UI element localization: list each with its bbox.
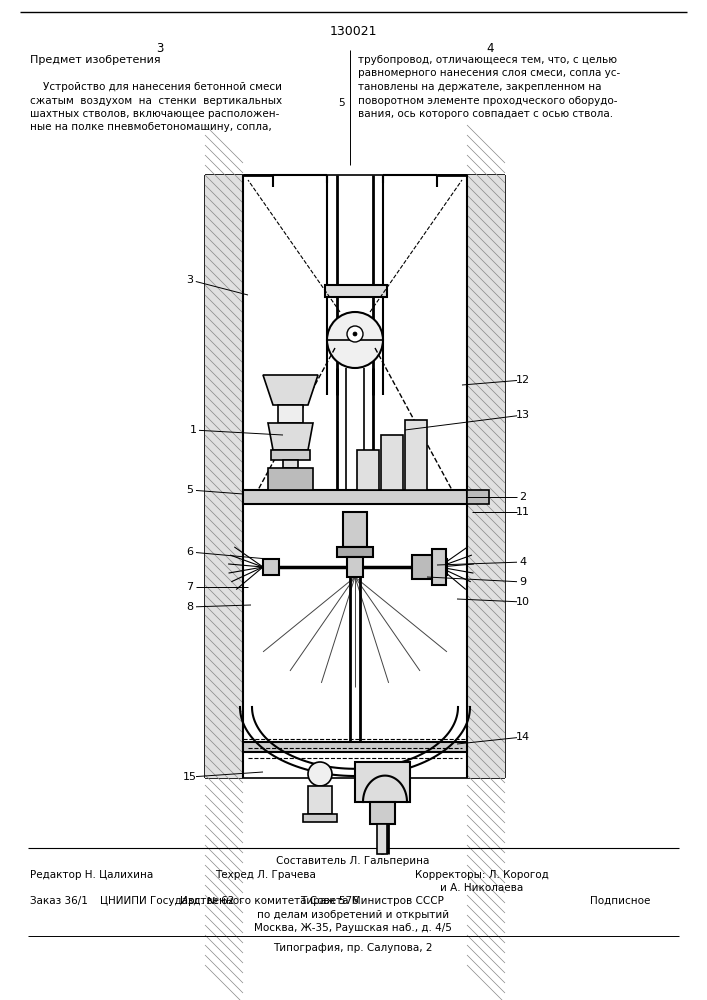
Text: Заказ 36/1: Заказ 36/1	[30, 896, 88, 906]
Bar	[243, 490, 467, 504]
Bar	[308, 786, 332, 814]
Text: 3: 3	[187, 275, 194, 285]
Text: Техред Л. Грачева: Техред Л. Грачева	[215, 870, 316, 880]
Bar	[271, 450, 310, 460]
Text: Составитель Л. Гальперина: Составитель Л. Гальперина	[276, 856, 430, 866]
Bar	[325, 285, 387, 297]
Bar	[355, 762, 410, 802]
Text: 5: 5	[339, 99, 345, 108]
Text: 11: 11	[516, 507, 530, 517]
Text: 130021: 130021	[329, 25, 377, 38]
Text: трубопровод, отличающееся тем, что, с целью: трубопровод, отличающееся тем, что, с це…	[358, 55, 617, 65]
Text: ЦНИИПИ Государственного комитета Совета Министров СССР: ЦНИИПИ Государственного комитета Совета …	[100, 896, 444, 906]
Text: и А. Николаева: и А. Николаева	[440, 883, 523, 893]
Bar	[343, 512, 367, 547]
Bar	[347, 557, 363, 577]
Text: Типография, пр. Салупова, 2: Типография, пр. Салупова, 2	[273, 943, 433, 953]
Bar	[381, 435, 403, 490]
Text: Москва, Ж-35, Раушская наб., д. 4/5: Москва, Ж-35, Раушская наб., д. 4/5	[254, 923, 452, 933]
Text: Изд. № 62: Изд. № 62	[180, 896, 235, 906]
Text: Устройство для нанесения бетонной смеси: Устройство для нанесения бетонной смеси	[30, 82, 282, 92]
Bar	[243, 742, 467, 752]
Bar	[431, 559, 447, 575]
Text: сжатым  воздухом  на  стенки  вертикальных: сжатым воздухом на стенки вертикальных	[30, 96, 282, 105]
Text: вания, ось которого совпадает с осью ствола.: вания, ось которого совпадает с осью ств…	[358, 109, 613, 119]
Text: ные на полке пневмобетономашину, сопла,: ные на полке пневмобетономашину, сопла,	[30, 122, 271, 132]
Bar	[263, 559, 279, 575]
Bar	[412, 555, 442, 579]
Text: 5: 5	[187, 485, 194, 495]
Circle shape	[353, 332, 357, 336]
Bar	[205, 175, 243, 778]
Polygon shape	[263, 375, 318, 405]
Bar	[432, 549, 446, 585]
Bar	[467, 490, 489, 504]
Text: равномерного нанесения слоя смеси, сопла ус-: равномерного нанесения слоя смеси, сопла…	[358, 68, 620, 79]
Text: 9: 9	[520, 577, 527, 587]
Text: 2: 2	[520, 492, 527, 502]
Circle shape	[347, 326, 363, 342]
Text: 6: 6	[187, 547, 194, 557]
Text: 4: 4	[486, 42, 493, 55]
Text: Корректоры: Л. Корогод: Корректоры: Л. Корогод	[415, 870, 549, 880]
Bar	[268, 468, 313, 490]
Bar	[337, 547, 373, 557]
Bar	[303, 814, 337, 822]
Text: тановлены на держателе, закрепленном на: тановлены на держателе, закрепленном на	[358, 82, 602, 92]
Bar	[377, 824, 387, 854]
Text: шахтных стволов, включающее расположен-: шахтных стволов, включающее расположен-	[30, 109, 279, 119]
Text: 8: 8	[187, 602, 194, 612]
Bar	[467, 175, 505, 778]
Text: 3: 3	[156, 42, 164, 55]
Bar	[283, 460, 298, 468]
Bar	[370, 802, 395, 824]
Bar	[405, 420, 427, 490]
Text: 4: 4	[520, 557, 527, 567]
Text: Подписное: Подписное	[590, 896, 650, 906]
Polygon shape	[268, 423, 313, 450]
Text: 15: 15	[183, 772, 197, 782]
Text: 14: 14	[516, 732, 530, 742]
Text: поворотном элементе проходческого оборудо-: поворотном элементе проходческого оборуд…	[358, 96, 617, 105]
Text: 1: 1	[189, 425, 197, 435]
Text: 13: 13	[516, 410, 530, 420]
Text: 10: 10	[516, 597, 530, 607]
Text: 12: 12	[516, 375, 530, 385]
Circle shape	[327, 312, 383, 368]
Bar	[278, 405, 303, 423]
Text: Предмет изобретения: Предмет изобретения	[30, 55, 160, 65]
Text: 7: 7	[187, 582, 194, 592]
Bar	[357, 450, 379, 490]
Circle shape	[308, 762, 332, 786]
Text: Редактор Н. Цалихина: Редактор Н. Цалихина	[30, 870, 153, 880]
Text: по делам изобретений и открытий: по делам изобретений и открытий	[257, 910, 449, 920]
Text: Тираж 576: Тираж 576	[300, 896, 358, 906]
